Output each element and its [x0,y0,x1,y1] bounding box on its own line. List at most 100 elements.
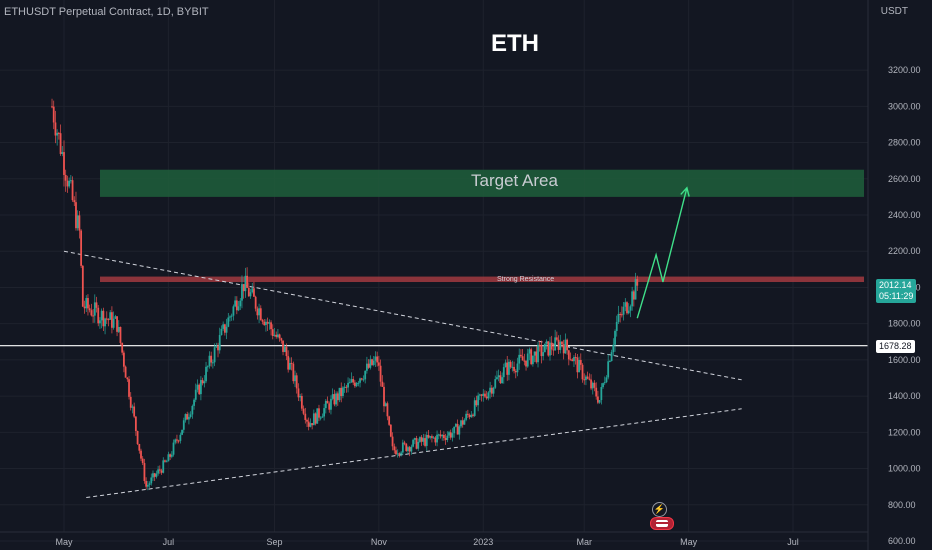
candle-body [210,355,213,363]
candle-body [537,344,539,363]
candle-body [201,380,204,384]
candle-body [157,469,160,474]
candle-body [379,365,382,382]
candle-body [85,298,88,309]
candle-body [629,306,632,311]
candle-body [343,386,346,388]
candle-body [598,400,601,403]
candle-body [603,382,606,384]
us-flag-icon[interactable] [650,517,674,530]
candle-body [104,318,106,327]
price-tick-label: 1200.00 [888,427,921,437]
candle-body [357,382,360,384]
candle-body [63,152,65,175]
candle-body [196,384,199,390]
candle-body [213,347,216,363]
candle-body [484,393,486,397]
candle-body [634,279,637,300]
time-tick-label: May [680,537,698,547]
candle-body [386,403,389,417]
candle-body [314,413,317,424]
candle-body [232,306,235,316]
candle-body [499,375,502,384]
candle-body [189,414,192,417]
price-tick-label: 2200.00 [888,246,921,256]
candle-body [377,362,380,366]
candle-body [401,442,404,453]
candle-body [424,438,426,446]
candle-body [555,337,558,340]
candle-body [371,359,373,365]
strong-resistance-zone [100,276,864,283]
candle-body [109,312,112,320]
candle-body [153,473,156,477]
candle-body [254,296,257,309]
price-tick-label: 2600.00 [888,174,921,184]
time-tick-label: Mar [576,537,592,547]
candle-body [574,357,577,359]
candle-body [203,381,206,384]
candle-body [410,446,413,452]
candle-body [559,341,562,350]
candle-body [610,352,613,362]
candle-body [188,416,190,420]
candle-body [340,387,343,397]
candle-body [345,386,348,388]
candle-body [465,413,468,420]
candle-body [364,370,367,380]
lightning-icon[interactable]: ⚡ [652,502,667,517]
candle-body [389,424,392,437]
candle-body [413,438,416,440]
candle-body [530,349,533,365]
candle-body [480,394,483,396]
candle-body [431,436,433,438]
ascending-trendline [86,408,742,499]
candle-body [335,393,337,405]
candle-body [261,320,264,322]
candle-body [425,434,428,446]
candle-body [496,377,498,380]
candle-body [88,308,91,311]
candle-body [181,429,183,435]
candle-body [391,436,394,447]
candle-body [141,458,144,464]
candle-body [451,433,454,438]
candle-body [278,334,281,339]
candle-body [112,318,115,328]
candle-body [520,354,522,357]
candle-body [222,324,225,329]
candle-body [242,284,245,292]
candle-body [336,393,339,401]
candle-body [535,351,538,363]
candle-body [167,454,170,462]
candle-body [169,454,171,457]
candle-body [454,423,457,427]
candle-body [593,382,596,388]
candle-body [540,345,543,357]
candle-body [249,292,252,297]
candle-body [528,349,531,354]
candle-body [444,438,447,441]
candle-body [396,453,399,455]
candle-body [383,386,385,407]
candle-body [234,300,237,307]
candle-body [165,461,168,463]
price-tick-label: 1400.00 [888,391,921,401]
candle-body [472,414,474,416]
candle-body [294,375,296,382]
candle-body [453,426,456,434]
candle-body [504,362,507,368]
candle-body [288,362,291,370]
candle-body [76,215,79,229]
candle-body [449,432,452,438]
candle-body [585,376,587,380]
candle-body [490,387,493,394]
candle-body [543,343,546,353]
candle-body [208,355,211,367]
candle-body [408,447,411,452]
candle-body [487,392,490,399]
candle-body [290,362,293,364]
candle-body [434,437,437,443]
candle-body [316,408,319,424]
